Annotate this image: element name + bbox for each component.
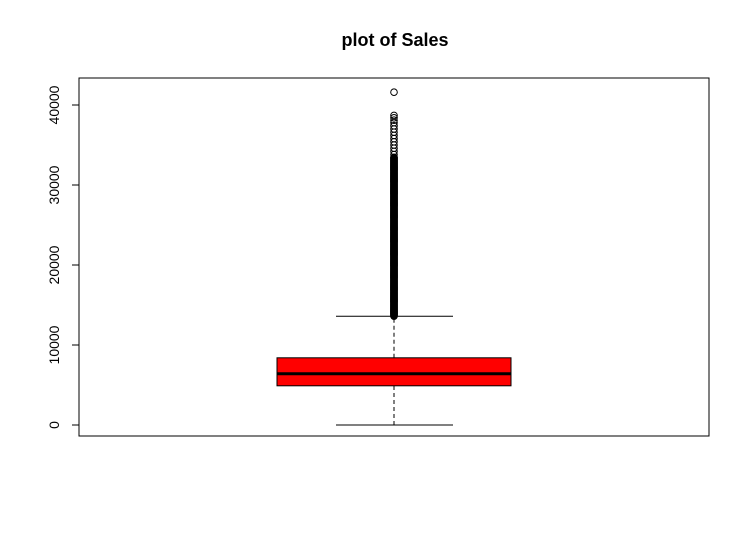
outlier-group [390, 88, 398, 321]
outlier-point [390, 88, 398, 96]
outlier-point [390, 153, 398, 162]
y-tick-label: 0 [46, 421, 62, 429]
iqr-box [276, 357, 512, 387]
outlier-point [390, 116, 398, 124]
outlier-point [390, 111, 398, 120]
outlier-point [390, 114, 398, 122]
y-tick-label: 30000 [46, 165, 62, 204]
y-axis: 0 10000 20000 30000 40000 [46, 85, 80, 429]
y-tick-label: 20000 [46, 245, 62, 284]
y-tick-label: 40000 [46, 85, 62, 124]
box-group [276, 315, 512, 426]
chart-title: plot of Sales [341, 30, 449, 50]
outlier-point [390, 122, 398, 130]
outlier-point [390, 118, 398, 127]
y-tick-label: 10000 [46, 325, 62, 364]
